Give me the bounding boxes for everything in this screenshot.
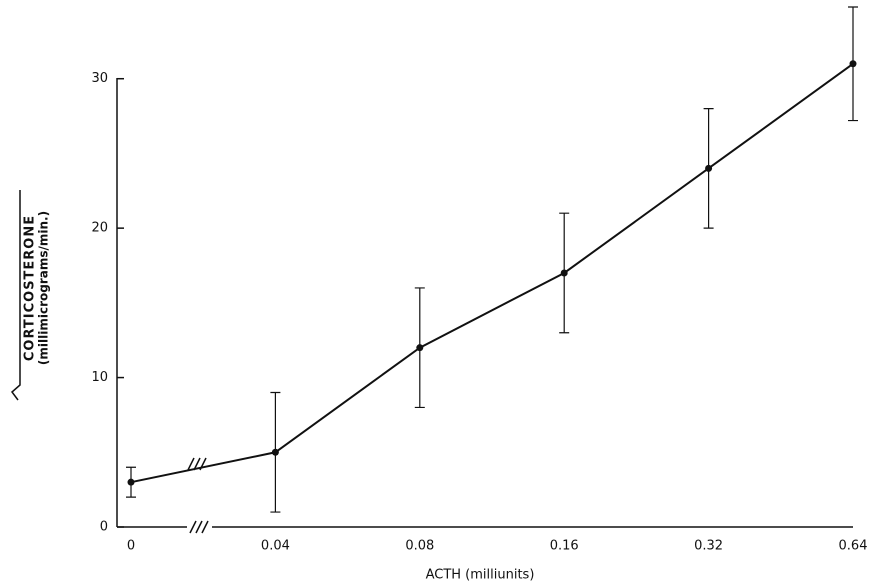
axis-break (189, 520, 209, 534)
y-axis-label: CORTICOSTERONE (23, 215, 38, 361)
y-axis-sublabel: (millimicrograms/min.) (37, 211, 51, 365)
y-tick-label: 10 (91, 370, 108, 385)
data-point (416, 344, 424, 352)
x-tick-label: 0.16 (550, 539, 579, 554)
y-tick-label: 30 (91, 71, 108, 86)
radical-sign (10, 190, 21, 401)
x-tick-label: 0 (127, 539, 135, 554)
x-tick-label: 0.04 (261, 539, 290, 554)
data-point (849, 60, 857, 68)
data-point (127, 478, 135, 486)
data-point (705, 164, 713, 172)
data-point (271, 448, 279, 456)
x-tick-label: 0.32 (694, 539, 723, 554)
x-axis-label: ACTH (milliunits) (426, 568, 535, 583)
y-tick-label: 20 (91, 221, 108, 236)
data-point (560, 269, 568, 277)
x-tick-label: 0.64 (839, 539, 868, 554)
axes (116, 78, 853, 534)
y-axis-label-group: CORTICOSTERONE (millimicrograms/min.) (23, 211, 51, 365)
x-tick-label: 0.08 (405, 539, 434, 554)
data-line (130, 62, 854, 484)
y-tick-label: 0 (100, 520, 108, 535)
